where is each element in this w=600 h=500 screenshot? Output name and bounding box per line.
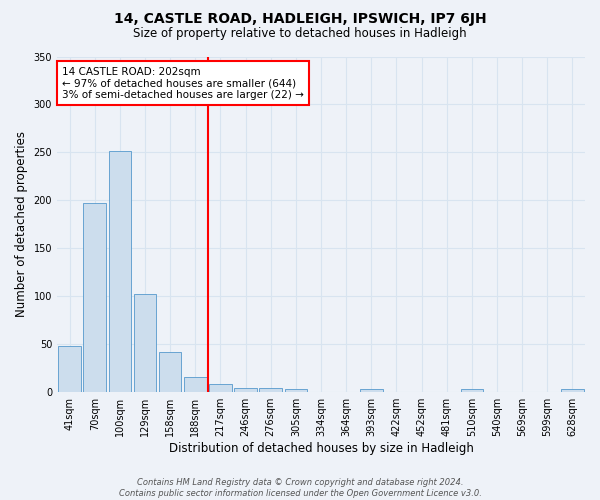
Text: Contains HM Land Registry data © Crown copyright and database right 2024.
Contai: Contains HM Land Registry data © Crown c… xyxy=(119,478,481,498)
Bar xyxy=(259,388,282,392)
Text: 14, CASTLE ROAD, HADLEIGH, IPSWICH, IP7 6JH: 14, CASTLE ROAD, HADLEIGH, IPSWICH, IP7 … xyxy=(113,12,487,26)
X-axis label: Distribution of detached houses by size in Hadleigh: Distribution of detached houses by size … xyxy=(169,442,473,455)
Bar xyxy=(109,152,131,392)
Bar xyxy=(284,390,307,392)
Bar xyxy=(234,388,257,392)
Bar xyxy=(461,390,483,392)
Bar xyxy=(159,352,181,392)
Bar xyxy=(134,294,157,392)
Bar xyxy=(360,390,383,392)
Bar xyxy=(83,204,106,392)
Bar xyxy=(561,390,584,392)
Text: 14 CASTLE ROAD: 202sqm
← 97% of detached houses are smaller (644)
3% of semi-det: 14 CASTLE ROAD: 202sqm ← 97% of detached… xyxy=(62,66,304,100)
Bar xyxy=(184,377,206,392)
Y-axis label: Number of detached properties: Number of detached properties xyxy=(15,132,28,318)
Text: Size of property relative to detached houses in Hadleigh: Size of property relative to detached ho… xyxy=(133,28,467,40)
Bar xyxy=(209,384,232,392)
Bar xyxy=(58,346,81,392)
